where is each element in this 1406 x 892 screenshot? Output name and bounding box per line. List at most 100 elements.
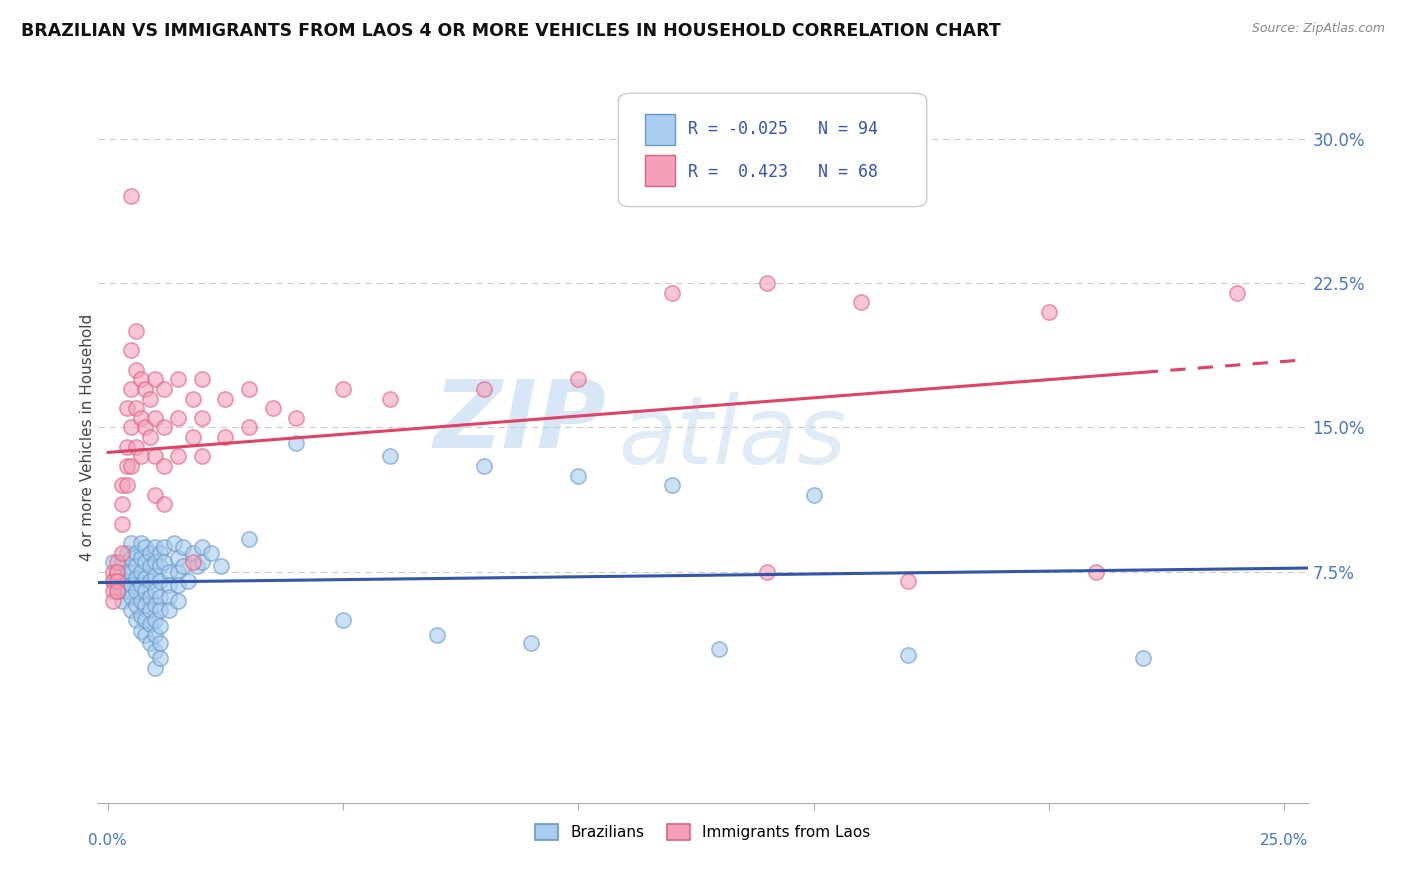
Point <box>125 613 148 627</box>
Point <box>115 574 138 589</box>
Text: BRAZILIAN VS IMMIGRANTS FROM LAOS 4 OR MORE VEHICLES IN HOUSEHOLD CORRELATION CH: BRAZILIAN VS IMMIGRANTS FROM LAOS 4 OR M… <box>21 22 1001 40</box>
Point <box>120 343 142 358</box>
Point <box>101 555 124 569</box>
Point <box>115 545 138 559</box>
Point <box>200 545 222 559</box>
FancyBboxPatch shape <box>645 155 675 186</box>
Point <box>125 401 148 416</box>
Point <box>101 565 124 579</box>
Point <box>191 372 214 386</box>
Point <box>143 644 166 658</box>
Point <box>181 555 204 569</box>
Point <box>849 295 872 310</box>
Point <box>115 584 138 599</box>
Point <box>567 372 589 386</box>
Point <box>153 458 176 473</box>
Point <box>125 324 148 338</box>
Point <box>139 430 162 444</box>
Point <box>1226 285 1249 300</box>
Point <box>129 593 152 607</box>
Point <box>125 598 148 612</box>
Point <box>897 574 920 589</box>
Point <box>661 285 683 300</box>
Point <box>167 593 190 607</box>
Point <box>120 382 142 396</box>
Point <box>143 568 166 582</box>
Point <box>181 430 204 444</box>
Point <box>105 565 128 579</box>
Point <box>153 540 176 554</box>
Point <box>134 420 156 434</box>
Point <box>120 189 142 203</box>
Point <box>139 574 162 589</box>
Point <box>125 584 148 599</box>
Point <box>111 593 134 607</box>
Point <box>472 382 495 396</box>
Point <box>139 545 162 559</box>
Point <box>149 603 172 617</box>
Point <box>172 540 194 554</box>
Point <box>120 536 142 550</box>
Point <box>139 590 162 604</box>
Text: atlas: atlas <box>619 392 846 483</box>
Point <box>129 551 152 566</box>
Point <box>143 661 166 675</box>
Point <box>101 593 124 607</box>
Point <box>153 555 176 569</box>
Point <box>125 362 148 376</box>
Point <box>120 551 142 566</box>
Point <box>143 450 166 464</box>
Point <box>149 618 172 632</box>
Point <box>105 565 128 579</box>
Legend: Brazilians, Immigrants from Laos: Brazilians, Immigrants from Laos <box>529 818 877 847</box>
Point <box>238 382 260 396</box>
Point <box>149 651 172 665</box>
Text: 0.0%: 0.0% <box>89 833 127 848</box>
Point <box>332 382 354 396</box>
Point <box>191 555 214 569</box>
Point <box>115 401 138 416</box>
Point <box>1132 651 1154 665</box>
Point <box>125 559 148 574</box>
Point <box>472 458 495 473</box>
Point <box>149 545 172 559</box>
Point <box>111 478 134 492</box>
Point <box>153 420 176 434</box>
Point <box>134 555 156 569</box>
Point <box>125 571 148 585</box>
Point <box>755 276 778 290</box>
Y-axis label: 4 or more Vehicles in Household: 4 or more Vehicles in Household <box>80 313 94 561</box>
Point <box>181 545 204 559</box>
Point <box>111 545 134 559</box>
FancyBboxPatch shape <box>645 114 675 145</box>
Point <box>167 551 190 566</box>
Point <box>285 435 308 450</box>
Point <box>134 613 156 627</box>
Point <box>167 578 190 592</box>
Point <box>149 574 172 589</box>
Point <box>139 603 162 617</box>
Point <box>378 392 401 406</box>
Point <box>125 440 148 454</box>
Point <box>115 478 138 492</box>
Point <box>214 430 236 444</box>
Point <box>129 536 152 550</box>
Point <box>167 565 190 579</box>
Point <box>105 555 128 569</box>
Point <box>520 636 543 650</box>
Point <box>101 574 124 589</box>
Point <box>120 565 142 579</box>
Point <box>129 450 152 464</box>
Point <box>139 616 162 631</box>
Point <box>115 565 138 579</box>
Point <box>177 574 200 589</box>
Point <box>143 555 166 569</box>
Point <box>105 584 128 599</box>
Text: 25.0%: 25.0% <box>1260 833 1308 848</box>
Point <box>120 458 142 473</box>
Point <box>149 559 172 574</box>
Point <box>111 574 134 589</box>
Point <box>378 450 401 464</box>
Point <box>157 603 180 617</box>
Point <box>134 540 156 554</box>
